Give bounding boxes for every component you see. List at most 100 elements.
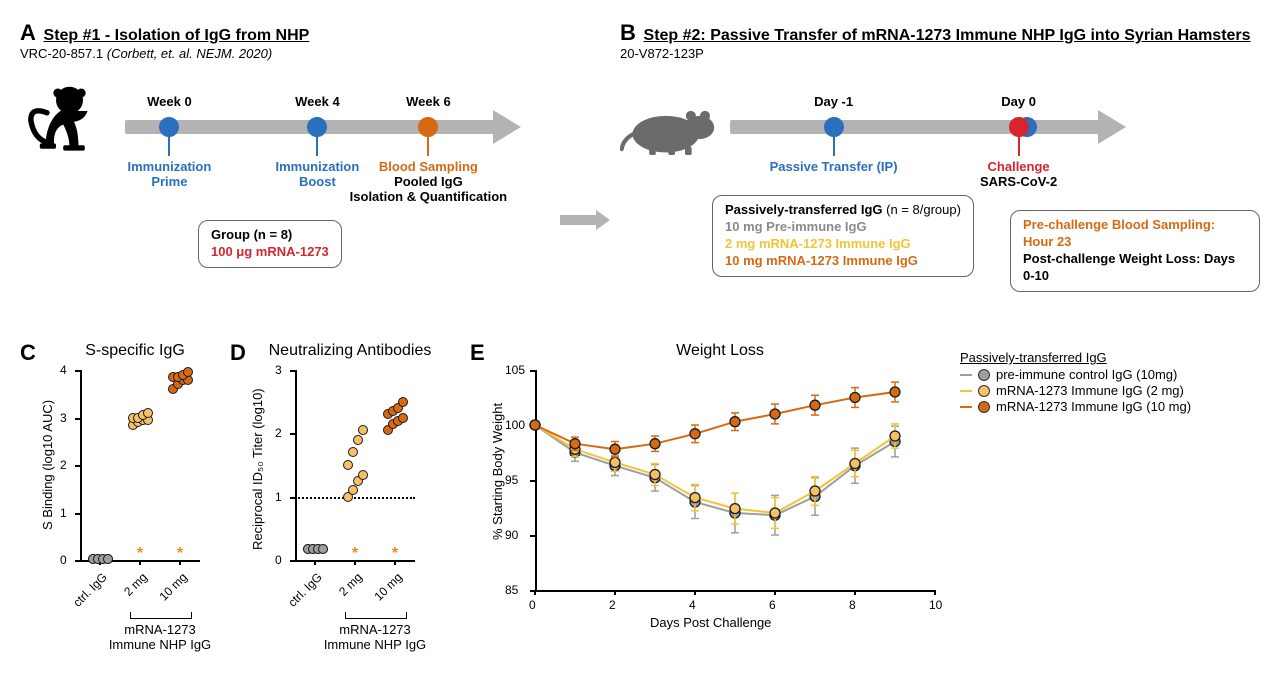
y-tick-label: 100 [505,418,525,432]
data-point [650,470,660,480]
panel-a-timeline: Week 0ImmunizationPrimeWeek 4Immunizatio… [125,120,495,134]
data-point [690,429,700,439]
timeline-label: Day -1 [814,94,853,109]
postchallenge-line: Post-challenge Weight Loss: Days 0-10 [1023,251,1247,285]
panel-d-ylabel: Reciprocal ID₅₀ Titer (log10) [250,388,265,550]
x-cat-label: 2 mg [105,570,150,615]
timeline-label: Week 6 [406,94,451,109]
panel-b-timeline: Day -1Passive Transfer (IP)Day 0Challeng… [730,120,1100,134]
group-n: Group (n = 8) [211,227,292,242]
panel-c-ylabel: S Binding (log10 AUC) [40,400,55,530]
data-point [570,439,580,449]
panel-a-subid: VRC-20-857.1 [20,46,103,61]
data-point [398,413,408,423]
panel-a-cite: (Corbett, et. al. NEJM. 2020) [107,46,272,61]
panel-e-title: Weight Loss [610,342,830,360]
y-tick-label: 105 [505,363,525,377]
hamster-icon [620,100,720,163]
legend-title: Passively-transferred IgG [960,350,1191,365]
x-tick-label: 4 [689,598,696,612]
passive-box-line: 2 mg mRNA-1273 Immune IgG [725,236,961,253]
timeline-label: Day 0 [1001,94,1036,109]
data-point [343,460,353,470]
panel-a-group-box: Group (n = 8) 100 μg mRNA-1273 [198,220,342,268]
panel-b-subid: 20-V872-123P [620,46,1260,61]
panel-b-challenge-box: Pre-challenge Blood Sampling: Hour 23 Po… [1010,210,1260,292]
passive-box-line: Passively-transferred IgG (n = 8/group) [725,202,961,219]
step-arrow-icon [560,210,610,230]
monkey-icon [20,75,110,168]
y-tick-label: 3 [60,411,72,425]
x-cat-label: ctrl. IgG [65,570,110,615]
timeline-event-label: ChallengeSARS-CoV-2 [980,160,1057,190]
data-point [730,417,740,427]
y-tick-label: 1 [60,506,72,520]
panel-d-title: Neutralizing Antibodies [250,342,450,360]
data-point [770,409,780,419]
y-tick-label: 3 [275,363,287,377]
bracket-label: mRNA-1273Immune NHP IgG [105,622,215,652]
bracket-label: mRNA-1273Immune NHP IgG [320,622,430,652]
data-point [358,425,368,435]
y-tick-label: 0 [60,553,72,567]
timeline-event-label: ImmunizationBoost [276,160,360,190]
data-point [610,444,620,454]
data-point [530,420,540,430]
y-tick-label: 1 [275,490,287,504]
x-tick-label: 2 [609,598,616,612]
data-point [358,470,368,480]
significance-star-icon: * [392,545,398,563]
data-point [348,447,358,457]
x-tick-label: 8 [849,598,856,612]
legend-item: mRNA-1273 Immune IgG (10 mg) [960,399,1191,414]
legend-item: mRNA-1273 Immune IgG (2 mg) [960,383,1191,398]
data-point [810,400,820,410]
panel-b: B Step #2: Passive Transfer of mRNA-1273… [620,20,1260,61]
panel-a: A Step #1 - Isolation of IgG from NHP VR… [20,20,560,61]
data-point [143,408,153,418]
x-cat-label: 2 mg [320,570,365,615]
data-point [810,486,820,496]
prechallenge-line: Pre-challenge Blood Sampling: Hour 23 [1023,217,1247,251]
x-cat-label: 10 mg [360,570,405,615]
panel-c: C S-specific IgG S Binding (log10 AUC) 0… [20,340,210,670]
data-point [398,397,408,407]
passive-box-line: 10 mg mRNA-1273 Immune IgG [725,253,961,270]
y-tick-label: 85 [505,583,518,597]
y-tick-label: 95 [505,473,518,487]
significance-star-icon: * [137,545,143,563]
panel-d: D Neutralizing Antibodies Reciprocal ID₅… [230,340,440,670]
data-point [348,485,358,495]
timeline-label: Week 0 [147,94,192,109]
data-point [650,439,660,449]
y-tick-label: 2 [60,458,72,472]
significance-star-icon: * [177,545,183,563]
data-point [610,457,620,467]
x-cat-label: 10 mg [145,570,190,615]
y-tick-label: 4 [60,363,72,377]
timeline-event-label: Passive Transfer (IP) [770,160,898,175]
significance-star-icon: * [352,545,358,563]
data-point [850,393,860,403]
y-tick-label: 2 [275,426,287,440]
panel-b-title: Step #2: Passive Transfer of mRNA-1273 I… [644,27,1251,44]
data-point [890,387,900,397]
panel-b-passive-box: Passively-transferred IgG (n = 8/group)1… [712,195,974,277]
timeline-event-label: ImmunizationPrime [128,160,212,190]
panel-a-title: Step #1 - Isolation of IgG from NHP [44,27,310,44]
data-point [353,435,363,445]
panel-d-letter: D [230,340,246,366]
group-dose: 100 μg mRNA-1273 [211,244,329,261]
panel-a-letter: A [20,20,36,45]
data-point [770,508,780,518]
data-point [730,504,740,514]
panel-e-ylabel: % Starting Body Weight [490,403,505,540]
data-point [890,431,900,441]
panel-e-letter: E [470,340,485,366]
panel-c-title: S-specific IgG [60,342,210,360]
passive-box-line: 10 mg Pre-immune IgG [725,219,961,236]
x-tick-label: 10 [929,598,942,612]
x-tick-label: 0 [529,598,536,612]
data-point [318,544,328,554]
timeline-event-label: Blood SamplingPooled IgGIsolation & Quan… [350,160,507,205]
